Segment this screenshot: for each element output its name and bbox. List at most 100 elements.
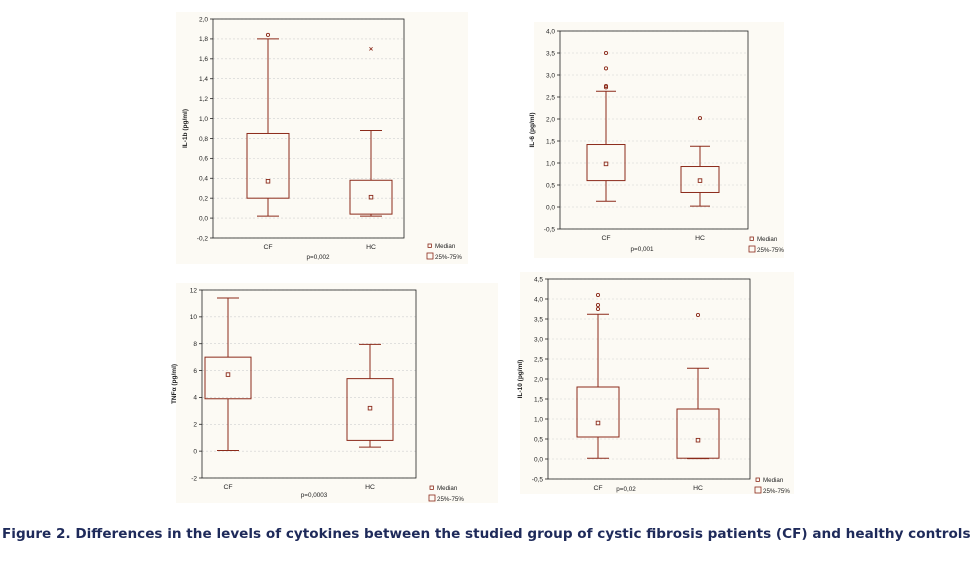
y-tick-label: 0,0: [546, 204, 555, 211]
tnfa-boxplot: -2 0 2 4 6 8 10 12 TNFα (pg/ml) CF HC p=0,0003 Media…: [171, 287, 464, 503]
y-tick-label: -0,2: [197, 235, 209, 242]
y-tick-label: 0,5: [534, 436, 543, 443]
cf-outlier: [595, 306, 601, 312]
y-tick-label: 4,5: [534, 276, 543, 283]
legend-median-swatch: [427, 243, 432, 248]
y-tick-label: 4,0: [534, 296, 543, 303]
y-tick-label: 0: [193, 448, 197, 455]
y-tick-label: 3,5: [546, 50, 555, 57]
legend-median-label: Median: [435, 243, 456, 250]
legend-iqr-swatch: [754, 486, 762, 494]
legend-median-label: Median: [757, 236, 778, 243]
y-tick-label: 1,8: [199, 36, 208, 43]
x-category-label: HC: [365, 484, 375, 491]
y-tick-label: 12: [190, 287, 198, 294]
il1b-boxplot: -0,2 0,0 0,2 0,4 0,6 0,8 1,0 1,2 1,4 1,6 1,8 2,0 IL-…: [182, 16, 462, 261]
cf-outlier: [603, 50, 609, 56]
y-tick-label: 2,0: [534, 376, 543, 383]
y-tick-label: 3,0: [534, 336, 543, 343]
y-tick-label: 0,0: [199, 215, 208, 222]
cf-outlier: [603, 83, 609, 89]
cf-median-marker: [603, 161, 609, 167]
y-tick-label: 1,5: [546, 138, 555, 145]
x-category-label: CF: [263, 244, 272, 251]
y-tick-label: 4,0: [546, 28, 555, 35]
y-tick-label: 2: [193, 422, 197, 429]
x-category-label: CF: [223, 484, 232, 491]
y-tick-label: 1,0: [546, 160, 555, 167]
y-tick-label: 3,0: [546, 72, 555, 79]
p-value-label: p=0,001: [631, 246, 654, 253]
cf-median-marker: [225, 372, 231, 377]
hc-median-marker: [367, 405, 373, 411]
legend-median-swatch: [755, 477, 760, 482]
legend-median-swatch: [749, 236, 754, 241]
hc-iqr-box: [680, 166, 720, 193]
p-value-label: p=0,02: [616, 486, 636, 493]
y-tick-label: -0,5: [544, 226, 556, 233]
x-category-label: HC: [695, 235, 705, 242]
y-tick-label: 0,2: [199, 195, 208, 202]
y-tick-label: 4: [193, 395, 197, 402]
legend-iqr-label: 25%-75%: [757, 247, 784, 254]
figure-caption: Figure 2. Differences in the levels of c…: [2, 526, 974, 542]
plot-frame: [212, 18, 405, 239]
tnfa-boxplot-panel: -2 0 2 4 6 8 10 12 TNFα (pg/ml) CF HC p=0,0003 Media…: [171, 283, 498, 503]
il1b-boxplot-panel: -0,2 0,0 0,2 0,4 0,6 0,8 1,0 1,2 1,4 1,6 1,8 2,0 IL-…: [176, 12, 468, 264]
y-axis-label: IL-10 (pg/ml): [517, 360, 524, 399]
p-value-label: p=0,002: [307, 254, 330, 261]
legend-iqr-swatch: [428, 494, 436, 502]
hc-iqr-box: [346, 378, 394, 441]
y-tick-label: -2: [191, 475, 197, 482]
legend-iqr-swatch: [426, 252, 434, 260]
y-tick-label: 8: [193, 341, 197, 348]
cf-iqr-box: [246, 132, 290, 199]
y-tick-label: 2,0: [546, 116, 555, 123]
plot-frame: [547, 278, 751, 480]
y-tick-label: 0,4: [199, 176, 208, 183]
cf-median-marker: [265, 179, 271, 184]
hc-median-marker: [368, 194, 374, 200]
x-category-label: CF: [601, 235, 610, 242]
y-tick-label: 0,6: [199, 156, 208, 163]
legend-iqr-swatch: [748, 245, 756, 253]
outlier-stroke: [369, 46, 373, 51]
y-tick-label: 2,5: [534, 356, 543, 363]
hc-outlier: [369, 46, 373, 51]
cf-median-marker: [595, 420, 601, 426]
cf-outlier: [603, 85, 609, 90]
hc-outlier: [697, 116, 703, 121]
x-category-label: HC: [693, 485, 703, 492]
y-axis-label: TNFα (pg/ml): [171, 364, 178, 404]
y-tick-label: 1,0: [534, 416, 543, 423]
legend-iqr-label: 25%-75%: [437, 496, 464, 503]
cf-outlier: [595, 302, 601, 308]
hc-outlier: [695, 312, 701, 318]
legend-median-label: Median: [763, 477, 784, 484]
cf-iqr-box: [204, 356, 252, 400]
y-tick-label: 0,5: [546, 182, 555, 189]
y-tick-label: 10: [190, 314, 198, 321]
p-value-label: p=0,0003: [301, 492, 328, 499]
il6-boxplot: -0,5 0,0 0,5 1,0 1,5 2,0 2,5 3,0 3,5 4,0 IL-6 (pg/…: [529, 28, 784, 254]
hc-iqr-box: [676, 408, 720, 459]
legend-median-label: Median: [437, 485, 458, 492]
hc-median-marker: [697, 178, 703, 183]
plot-frame: [559, 30, 749, 230]
y-axis-label: IL-6 (pg/ml): [529, 112, 536, 147]
cf-iqr-box: [586, 144, 626, 182]
x-category-label: HC: [366, 244, 376, 251]
cf-iqr-box: [576, 386, 620, 438]
legend-median-swatch: [429, 485, 434, 490]
cf-outlier: [595, 292, 601, 298]
il10-boxplot: -0,5 0,0 0,5 1,0 1,5 2,0 2,5 3,0 3,5 4,0 4,5 IL-10 …: [517, 276, 790, 495]
plot-frame: [201, 289, 417, 479]
y-tick-label: 1,5: [534, 396, 543, 403]
y-tick-label: 1,2: [199, 96, 208, 103]
y-tick-label: 1,6: [199, 56, 208, 63]
il6-boxplot-panel: -0,5 0,0 0,5 1,0 1,5 2,0 2,5 3,0 3,5 4,0 IL-6 (pg/…: [529, 22, 784, 258]
x-category-label: CF: [593, 485, 602, 492]
y-axis-label: IL-1b (pg/ml): [182, 109, 189, 148]
y-tick-label: -0,5: [532, 476, 544, 483]
cf-outlier: [603, 66, 609, 71]
